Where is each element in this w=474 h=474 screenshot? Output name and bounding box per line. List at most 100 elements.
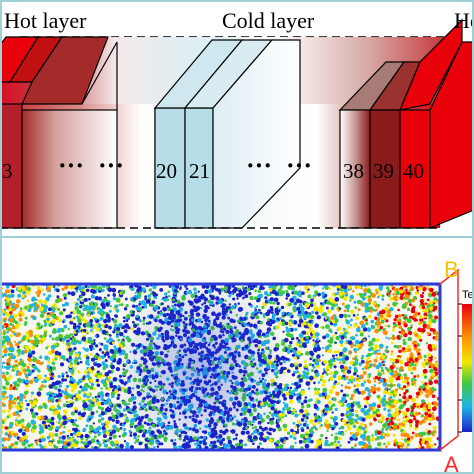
- particle: [360, 293, 364, 296]
- particle: [285, 326, 289, 330]
- particle: [43, 385, 47, 388]
- particle: [125, 441, 130, 446]
- particle: [371, 352, 374, 355]
- particle: [404, 362, 409, 367]
- particle: [78, 314, 81, 317]
- particle: [70, 411, 75, 416]
- particle: [363, 338, 366, 342]
- particle: [9, 327, 13, 331]
- particle: [31, 296, 36, 301]
- particle: [13, 303, 16, 307]
- particle: [345, 331, 348, 334]
- particle: [28, 329, 33, 335]
- particle: [93, 338, 96, 342]
- particle: [422, 320, 427, 325]
- particle: [57, 374, 61, 379]
- particle: [97, 446, 100, 450]
- particle: [383, 442, 386, 446]
- particle: [92, 397, 97, 403]
- particle: [289, 333, 294, 338]
- particle: [19, 307, 23, 311]
- particle: [327, 298, 331, 302]
- particle: [334, 443, 339, 447]
- particle: [377, 404, 381, 409]
- particle: [349, 299, 352, 302]
- particle: [395, 400, 400, 404]
- particle: [44, 355, 49, 361]
- particle: [43, 415, 48, 420]
- particle: [31, 350, 36, 355]
- particle: [120, 303, 124, 307]
- ellipsis-right-2: ···: [286, 151, 312, 180]
- particle: [312, 365, 316, 369]
- particle: [338, 313, 344, 319]
- particle: [21, 294, 25, 298]
- particle: [45, 376, 50, 381]
- particle: [363, 430, 367, 435]
- particle: [114, 440, 119, 445]
- slab-40-top: [399, 18, 463, 111]
- particle: [107, 394, 110, 398]
- particle: [54, 298, 60, 304]
- particle: [22, 345, 25, 349]
- particle: [30, 411, 35, 416]
- particle: [57, 396, 61, 400]
- particle: [47, 360, 51, 364]
- particle: [327, 379, 331, 382]
- particle: [421, 305, 426, 310]
- particle: [66, 436, 70, 440]
- particle: [340, 389, 344, 393]
- particle: [355, 358, 359, 362]
- particle: [305, 351, 310, 356]
- particle: [385, 445, 388, 448]
- particle: [63, 426, 66, 429]
- particle: [386, 290, 390, 294]
- particle: [304, 416, 307, 420]
- particle: [269, 306, 274, 310]
- particle: [350, 413, 355, 417]
- particle: [300, 402, 304, 406]
- particle: [353, 300, 357, 304]
- particle: [51, 436, 54, 439]
- particle: [299, 434, 305, 439]
- particle: [9, 322, 13, 326]
- particle: [298, 303, 303, 308]
- particle: [14, 366, 19, 371]
- particle: [115, 419, 120, 424]
- particle: [61, 303, 66, 307]
- particle: [403, 432, 408, 438]
- particle: [330, 315, 335, 321]
- particle: [56, 295, 60, 299]
- particle: [399, 404, 404, 409]
- particle: [415, 412, 419, 416]
- particle: [24, 399, 28, 403]
- particle: [365, 395, 370, 401]
- particle: [69, 402, 73, 406]
- particle: [413, 319, 416, 322]
- particle: [276, 301, 280, 306]
- particle: [289, 340, 293, 345]
- particle: [82, 393, 88, 398]
- hot-layer-right-label: Ho: [454, 8, 474, 33]
- particle: [328, 372, 332, 375]
- particle: [390, 352, 393, 356]
- particle: [428, 417, 433, 422]
- particle: [10, 289, 15, 294]
- particle: [64, 301, 69, 307]
- particle: [373, 358, 378, 363]
- particle: [75, 424, 79, 428]
- particle: [306, 403, 311, 409]
- particle: [60, 355, 65, 360]
- particle: [70, 388, 75, 393]
- particle: [319, 302, 323, 305]
- particle: [66, 442, 71, 447]
- particle: [345, 412, 348, 416]
- particle: [349, 397, 352, 400]
- particle: [256, 445, 261, 449]
- particle: [340, 289, 343, 292]
- particle: [385, 400, 389, 405]
- particle: [423, 415, 429, 421]
- particle: [276, 306, 279, 309]
- particle: [258, 436, 264, 441]
- particle: [2, 385, 7, 390]
